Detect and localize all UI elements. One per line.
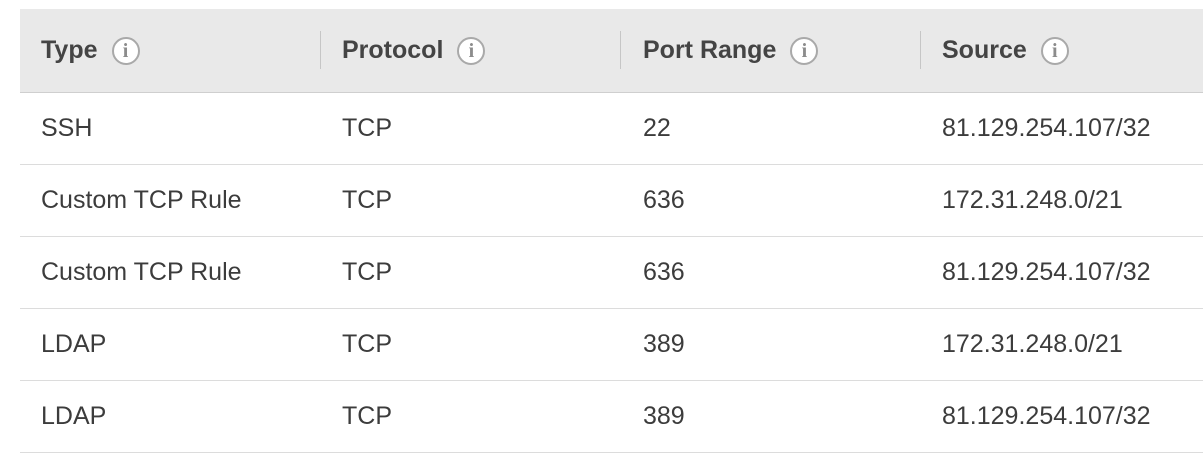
cell-port-range: 636: [643, 258, 685, 286]
cell-type: SSH: [41, 114, 93, 142]
column-divider: [620, 31, 621, 69]
cell-source: 172.31.248.0/21: [942, 330, 1123, 358]
column-header-label: Protocol: [342, 36, 444, 64]
cell-protocol: TCP: [342, 402, 392, 430]
column-header-label: Port Range: [643, 36, 777, 64]
column-divider: [920, 31, 921, 69]
info-icon[interactable]: i: [1040, 36, 1069, 65]
info-icon[interactable]: i: [790, 36, 819, 65]
cell-protocol: TCP: [342, 114, 392, 142]
column-header-source[interactable]: Source i: [942, 9, 1069, 92]
table-row: Custom TCP Rule TCP 636 81.129.254.107/3…: [20, 237, 1203, 309]
cell-type: LDAP: [41, 330, 107, 358]
table-row: LDAP TCP 389 172.31.248.0/21: [20, 309, 1203, 381]
table-header: Type i Protocol i Port Range i Source i: [20, 9, 1203, 93]
column-header-type[interactable]: Type i: [41, 9, 140, 92]
cell-protocol: TCP: [342, 258, 392, 286]
cell-type: Custom TCP Rule: [41, 258, 242, 286]
cell-source: 81.129.254.107/32: [942, 402, 1151, 430]
info-icon[interactable]: i: [457, 36, 486, 65]
column-header-protocol[interactable]: Protocol i: [342, 9, 486, 92]
cell-port-range: 22: [643, 114, 671, 142]
cell-port-range: 636: [643, 186, 685, 214]
cell-type: Custom TCP Rule: [41, 186, 242, 214]
cell-type: LDAP: [41, 402, 107, 430]
column-header-label: Source: [942, 36, 1027, 64]
cell-source: 81.129.254.107/32: [942, 258, 1151, 286]
table-row: Custom TCP Rule TCP 636 172.31.248.0/21: [20, 165, 1203, 237]
column-divider: [320, 31, 321, 69]
column-header-label: Type: [41, 36, 98, 64]
table-row: SSH TCP 22 81.129.254.107/32: [20, 93, 1203, 165]
info-icon[interactable]: i: [111, 36, 140, 65]
cell-protocol: TCP: [342, 186, 392, 214]
cell-source: 81.129.254.107/32: [942, 114, 1151, 142]
table-row: LDAP TCP 389 81.129.254.107/32: [20, 381, 1203, 453]
cell-source: 172.31.248.0/21: [942, 186, 1123, 214]
cell-port-range: 389: [643, 402, 685, 430]
column-header-port-range[interactable]: Port Range i: [643, 9, 819, 92]
cell-port-range: 389: [643, 330, 685, 358]
cell-protocol: TCP: [342, 330, 392, 358]
inbound-rules-table: Type i Protocol i Port Range i Source i …: [20, 9, 1203, 453]
